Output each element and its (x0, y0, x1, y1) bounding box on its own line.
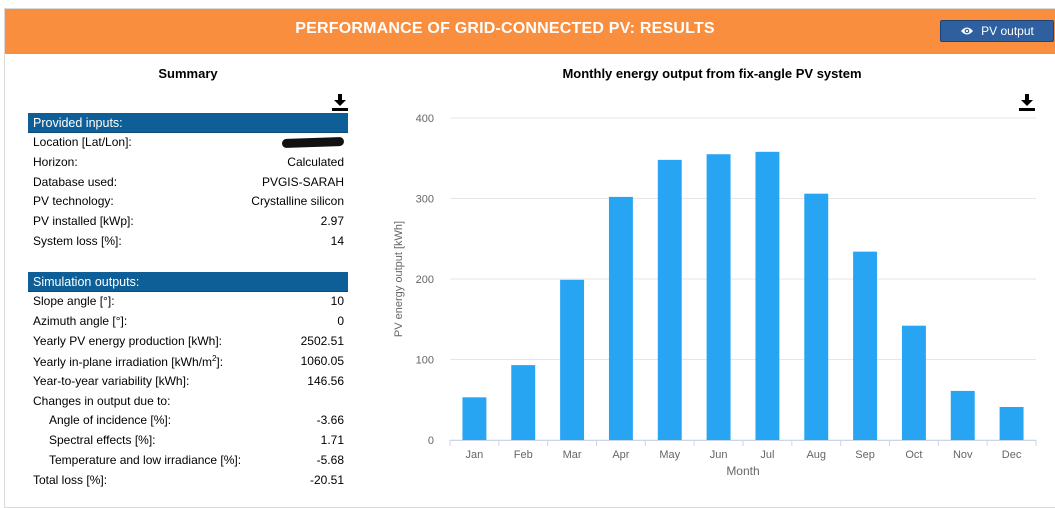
output-label: Yearly in-plane irradiation [kWh/m2]: (33, 354, 223, 369)
bar-jul[interactable] (755, 151, 780, 440)
output-label: Spectral effects [%]: (49, 433, 156, 447)
bar-jun[interactable] (706, 154, 731, 440)
output-label-text: Yearly in-plane irradiation [kWh/m (33, 354, 212, 369)
output-row-angle-of-incidence: Angle of incidence [%]: -3.66 (33, 411, 344, 429)
redacted-location-value (281, 136, 345, 148)
input-label: PV installed [kWp]: (33, 214, 134, 228)
y-tick-label: 100 (416, 355, 434, 367)
pv-output-button[interactable]: PV output (940, 20, 1054, 42)
chart-x-axis-label: Month (726, 464, 759, 478)
output-value: 10 (330, 294, 344, 308)
input-label: System loss [%]: (33, 234, 122, 248)
x-tick-label: Aug (806, 449, 826, 461)
x-tick-label: Apr (612, 449, 629, 461)
output-row-yearly-production: Yearly PV energy production [kWh]: 2502.… (33, 332, 344, 350)
chart-y-axis-label: PV energy output [kWh] (393, 221, 405, 337)
bar-sep[interactable] (853, 251, 878, 440)
output-label: Total loss [%]: (33, 473, 108, 487)
bar-aug[interactable] (804, 193, 829, 440)
output-value: 1060.05 (300, 354, 344, 368)
output-value: -3.66 (316, 413, 344, 427)
provided-inputs-header: Provided inputs: (28, 113, 348, 133)
input-row-database: Database used: PVGIS-SARAH (33, 173, 344, 191)
input-row-horizon: Horizon: Calculated (33, 153, 344, 171)
bar-nov[interactable] (950, 390, 975, 440)
x-tick-label: Feb (514, 449, 533, 461)
bar-may[interactable] (657, 159, 682, 441)
input-label: Database used: (33, 175, 118, 189)
simulation-outputs-header: Simulation outputs: (28, 272, 348, 292)
output-row-variability: Year-to-year variability [kWh]: 146.56 (33, 372, 344, 390)
input-value: Calculated (287, 155, 344, 169)
bar-feb[interactable] (511, 365, 536, 440)
x-tick-label: May (659, 449, 680, 461)
summary-title: Summary (158, 66, 218, 81)
input-value: PVGIS-SARAH (261, 175, 344, 189)
output-value: -20.51 (309, 473, 344, 487)
monthly-energy-chart: 0 100 200 300 400 Jan Feb Mar Apr May Jun Jul Aug Se… (393, 113, 1037, 478)
results-header: PERFORMANCE OF GRID-CONNECTED PV: RESULT… (5, 9, 1055, 54)
bar-apr[interactable] (608, 196, 633, 440)
output-row-spectral-effects: Spectral effects [%]: 1.71 (33, 431, 344, 449)
download-summary-icon[interactable] (332, 94, 348, 112)
input-label: PV technology: (33, 194, 114, 208)
chart-y-ticks: 0 100 200 300 400 (416, 113, 434, 447)
chart-bars (462, 151, 1024, 441)
input-value: 2.97 (320, 214, 344, 228)
output-label-end: ]: (216, 354, 224, 369)
pv-output-button-label: PV output (981, 24, 1034, 38)
bar-jan[interactable] (462, 397, 487, 440)
eye-icon (961, 27, 974, 35)
x-tick-label: Oct (905, 449, 922, 461)
x-tick-label: Sep (855, 449, 875, 461)
output-row-temperature: Temperature and low irradiance [%]: -5.6… (33, 451, 344, 469)
output-row-changes-heading: Changes in output due to: (33, 392, 344, 410)
y-tick-label: 400 (416, 113, 434, 125)
output-label: Azimuth angle [°]: (33, 314, 128, 328)
y-tick-label: 200 (416, 274, 434, 286)
chart-gridlines (450, 117, 1036, 441)
output-row-yearly-irradiation: Yearly in-plane irradiation [kWh/m2]: 10… (33, 352, 344, 370)
bar-mar[interactable] (560, 279, 585, 440)
output-value: 146.56 (307, 374, 344, 388)
bar-oct[interactable] (901, 325, 926, 440)
x-tick-label: Nov (953, 449, 973, 461)
output-label: Slope angle [°]: (33, 294, 115, 308)
output-label: Temperature and low irradiance [%]: (49, 453, 242, 467)
x-tick-label: Jun (710, 449, 728, 461)
output-row-slope: Slope angle [°]: 10 (33, 292, 344, 310)
output-value: 1.71 (320, 433, 344, 447)
y-tick-label: 0 (428, 435, 434, 447)
input-row-pv-technology: PV technology: Crystalline silicon (33, 192, 344, 210)
y-tick-label: 300 (416, 194, 434, 206)
x-tick-label: Mar (563, 449, 582, 461)
output-value: 0 (337, 314, 344, 328)
output-label: Angle of incidence [%]: (49, 413, 172, 427)
output-label-sup: 2 (211, 353, 217, 363)
bar-dec[interactable] (999, 406, 1024, 440)
input-row-location: Location [Lat/Lon]: (33, 133, 345, 151)
chart-title: Monthly energy output from fix-angle PV … (562, 66, 862, 81)
input-value: 14 (330, 234, 344, 248)
output-label: Yearly PV energy production [kWh]: (33, 334, 222, 348)
x-tick-label: Jul (760, 449, 774, 461)
input-value: Crystalline silicon (251, 194, 344, 208)
page-title: PERFORMANCE OF GRID-CONNECTED PV: RESULT… (295, 20, 715, 37)
output-value: 2502.51 (300, 334, 344, 348)
output-row-total-loss: Total loss [%]: -20.51 (33, 471, 344, 489)
output-value: -5.68 (316, 453, 344, 467)
input-row-pv-installed: PV installed [kWp]: 2.97 (33, 212, 344, 230)
input-row-system-loss: System loss [%]: 14 (33, 232, 344, 250)
output-label: Changes in output due to: (33, 394, 171, 408)
output-label: Year-to-year variability [kWh]: (33, 374, 190, 388)
x-tick-label: Dec (1002, 449, 1022, 461)
x-tick-label: Jan (466, 449, 484, 461)
chart-x-ticks: Jan Feb Mar Apr May Jun Jul Aug Sep Oct Nov Dec (449, 440, 1037, 461)
output-row-azimuth: Azimuth angle [°]: 0 (33, 312, 344, 330)
input-label: Location [Lat/Lon]: (33, 135, 132, 149)
download-chart-icon[interactable] (1019, 94, 1035, 112)
input-label: Horizon: (33, 155, 78, 169)
